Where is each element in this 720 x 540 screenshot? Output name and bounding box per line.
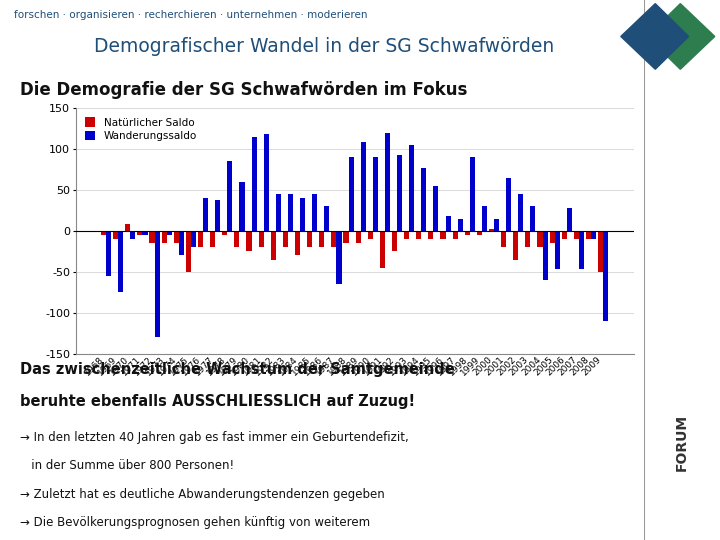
Bar bbox=[258, 231, 264, 247]
Bar bbox=[537, 231, 543, 247]
Bar bbox=[392, 231, 397, 251]
Bar bbox=[531, 206, 536, 231]
Bar bbox=[526, 231, 531, 247]
Bar bbox=[513, 231, 518, 260]
Bar bbox=[489, 229, 494, 231]
Bar bbox=[324, 206, 329, 231]
Bar bbox=[295, 231, 300, 255]
Bar bbox=[494, 219, 499, 231]
Bar bbox=[361, 143, 366, 231]
Bar bbox=[368, 231, 373, 239]
Legend: Natürlicher Saldo, Wanderungssaldo: Natürlicher Saldo, Wanderungssaldo bbox=[81, 113, 201, 145]
Bar bbox=[464, 231, 469, 235]
Bar bbox=[101, 231, 106, 235]
Bar bbox=[283, 231, 288, 247]
Bar bbox=[288, 194, 293, 231]
Bar bbox=[373, 157, 378, 231]
Bar bbox=[501, 231, 506, 247]
Text: FORUM: FORUM bbox=[675, 414, 689, 471]
Bar bbox=[331, 231, 336, 247]
Text: beruhte ebenfalls AUSSCHLIESSLICH auf Zuzug!: beruhte ebenfalls AUSSCHLIESSLICH auf Zu… bbox=[20, 394, 415, 409]
Bar bbox=[106, 231, 111, 276]
Bar bbox=[307, 231, 312, 247]
Text: Die Demografie der SG Schwafwörden im Fokus: Die Demografie der SG Schwafwörden im Fo… bbox=[20, 82, 467, 99]
Bar bbox=[554, 231, 559, 269]
Polygon shape bbox=[647, 4, 715, 69]
Bar bbox=[453, 231, 458, 239]
Text: → Zuletzt hat es deutliche Abwanderungstendenzen gegeben: → Zuletzt hat es deutliche Abwanderungst… bbox=[20, 488, 384, 501]
Bar bbox=[276, 194, 281, 231]
Bar bbox=[421, 168, 426, 231]
Bar bbox=[130, 231, 135, 239]
Bar bbox=[210, 231, 215, 247]
Bar bbox=[222, 231, 228, 235]
Bar bbox=[161, 231, 166, 243]
Bar bbox=[246, 231, 251, 251]
Bar bbox=[603, 231, 608, 321]
Bar bbox=[143, 231, 148, 235]
Bar bbox=[591, 231, 596, 239]
Bar bbox=[458, 219, 463, 231]
Bar bbox=[543, 231, 548, 280]
Bar bbox=[186, 231, 191, 272]
Bar bbox=[150, 231, 155, 243]
Bar bbox=[234, 231, 240, 247]
Bar bbox=[549, 231, 554, 243]
Text: → Die Bevölkerungsprognosen gehen künftig von weiterem: → Die Bevölkerungsprognosen gehen künfti… bbox=[20, 516, 370, 529]
Bar bbox=[385, 133, 390, 231]
Polygon shape bbox=[621, 4, 689, 69]
Bar bbox=[319, 231, 324, 247]
Bar bbox=[380, 231, 385, 268]
Bar bbox=[312, 194, 318, 231]
Bar bbox=[348, 157, 354, 231]
Bar bbox=[264, 134, 269, 231]
Bar bbox=[446, 216, 451, 231]
Bar bbox=[343, 231, 348, 243]
Bar bbox=[336, 231, 341, 284]
Bar bbox=[228, 161, 233, 231]
Bar bbox=[198, 231, 203, 247]
Bar bbox=[469, 157, 475, 231]
Bar bbox=[356, 231, 361, 243]
Bar bbox=[251, 137, 256, 231]
Bar bbox=[482, 206, 487, 231]
Bar bbox=[409, 145, 414, 231]
Bar bbox=[138, 231, 143, 235]
Bar bbox=[300, 198, 305, 231]
Bar bbox=[155, 231, 160, 338]
Text: → In den letzten 40 Jahren gab es fast immer ein Geburtendefizit,: → In den letzten 40 Jahren gab es fast i… bbox=[20, 431, 409, 444]
Bar bbox=[598, 231, 603, 272]
Bar bbox=[166, 231, 172, 235]
Bar bbox=[562, 231, 567, 239]
Text: in der Summe über 800 Personen!: in der Summe über 800 Personen! bbox=[20, 459, 234, 472]
Bar bbox=[416, 231, 421, 239]
Bar bbox=[240, 181, 245, 231]
Bar bbox=[203, 198, 208, 231]
Bar bbox=[567, 208, 572, 231]
Bar bbox=[271, 231, 276, 260]
Bar bbox=[113, 231, 118, 239]
Bar bbox=[191, 231, 196, 247]
Bar bbox=[518, 194, 523, 231]
Bar bbox=[441, 231, 446, 239]
Bar bbox=[118, 231, 123, 292]
Bar bbox=[428, 231, 433, 239]
Text: Das zwischenzeitliche Wachstum der Samtgemeinde: Das zwischenzeitliche Wachstum der Samtg… bbox=[20, 362, 455, 377]
Bar bbox=[179, 231, 184, 255]
Text: Demografischer Wandel in der SG Schwafwörden: Demografischer Wandel in der SG Schwafwö… bbox=[94, 37, 554, 56]
Bar bbox=[125, 224, 130, 231]
Bar bbox=[586, 231, 591, 239]
Bar bbox=[174, 231, 179, 243]
Bar bbox=[506, 178, 511, 231]
Bar bbox=[397, 154, 402, 231]
Bar bbox=[579, 231, 584, 269]
Bar bbox=[433, 186, 438, 231]
Bar bbox=[477, 231, 482, 235]
Bar bbox=[404, 231, 409, 239]
Bar bbox=[215, 200, 220, 231]
Bar bbox=[574, 231, 579, 239]
Text: forschen · organisieren · recherchieren · unternehmen · moderieren: forschen · organisieren · recherchieren … bbox=[14, 10, 367, 20]
